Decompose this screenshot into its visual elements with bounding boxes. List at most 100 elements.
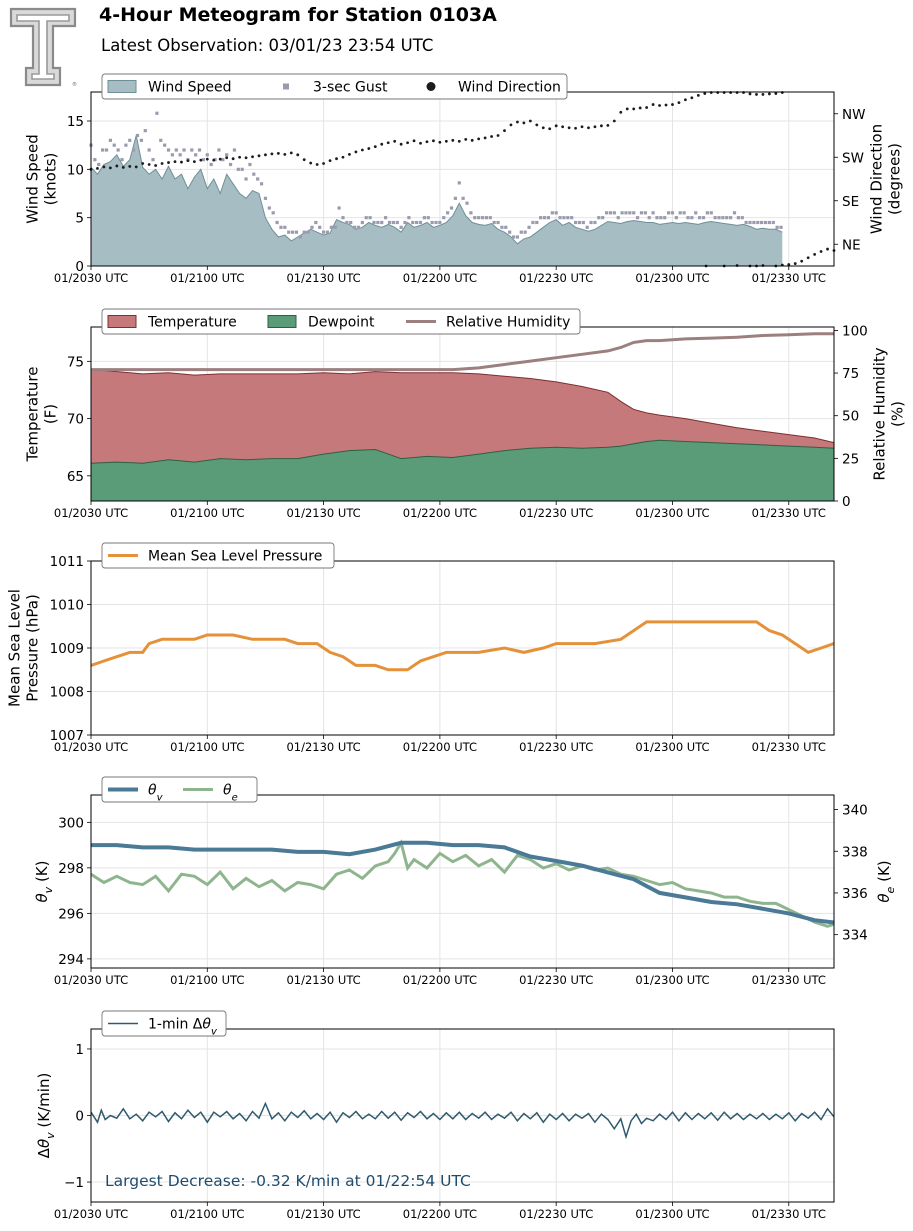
gust-point <box>225 153 229 157</box>
temperature-y2-tick-label: 0 <box>842 494 851 510</box>
direction-point <box>432 139 435 143</box>
gust-point <box>205 153 209 157</box>
direction-point <box>419 141 422 145</box>
direction-point <box>205 157 209 161</box>
gust-point <box>267 206 271 210</box>
gust-point <box>542 216 547 220</box>
direction-point <box>399 142 403 146</box>
wind-y-axis-label: Wind Speed <box>24 134 42 224</box>
wind-y2-axis-label: (degrees) <box>886 143 904 215</box>
gust-point <box>151 158 155 162</box>
gust-point <box>508 230 512 234</box>
gust-point <box>256 177 260 181</box>
dtheta-legend-label: 1-min Δθv <box>148 1017 218 1038</box>
temperature-x-tick-label: 01/2130 UTC <box>286 506 360 520</box>
direction-point <box>774 92 778 95</box>
gust-point <box>709 211 713 215</box>
gust-point <box>682 211 686 215</box>
pressure-x-tick-label: 01/2200 UTC <box>403 740 477 754</box>
gust-point <box>372 220 376 225</box>
gust-point <box>523 230 527 234</box>
gust-point <box>159 138 163 142</box>
dtheta-x-tick-label: 01/2330 UTC <box>752 1207 826 1221</box>
gust-point <box>585 225 589 229</box>
gust-point <box>391 220 395 225</box>
gust-point <box>411 220 415 225</box>
temperature-y2-tick-label: 75 <box>842 366 859 382</box>
gust-point <box>337 206 341 210</box>
temperature-legend-swatch <box>267 315 297 328</box>
gust-point <box>178 153 182 157</box>
gust-point <box>384 216 388 220</box>
gust-point <box>767 220 771 225</box>
gust-point <box>104 148 109 152</box>
direction-point <box>360 148 364 152</box>
direction-point <box>587 126 590 130</box>
direction-point <box>257 154 261 158</box>
theta-x-tick-label: 01/2100 UTC <box>170 973 244 987</box>
direction-point <box>516 120 519 124</box>
gust-point <box>345 220 349 225</box>
direction-point <box>761 93 765 96</box>
direction-point <box>373 145 377 149</box>
direction-point <box>108 166 112 170</box>
direction-point <box>154 164 158 167</box>
theta-x-tick-label: 01/2030 UTC <box>54 973 128 987</box>
gust-point <box>259 182 264 186</box>
direction-point <box>593 125 597 129</box>
pressure-x-tick-label: 01/2130 UTC <box>286 740 360 754</box>
direction-point <box>141 162 145 165</box>
direction-point <box>302 158 306 162</box>
gust-point <box>170 153 175 157</box>
gust-point <box>527 225 531 229</box>
direction-point <box>755 93 758 96</box>
direction-point <box>703 92 707 95</box>
gust-point <box>415 220 419 225</box>
gust-point <box>430 220 434 225</box>
gust-point <box>535 220 539 225</box>
direction-point <box>625 107 629 111</box>
direction-point <box>483 136 487 140</box>
gust-point <box>511 235 516 239</box>
wind-legend-label: Wind Speed <box>148 80 232 96</box>
direction-point <box>444 139 448 143</box>
pressure-y-tick-label: 1011 <box>50 554 84 570</box>
wind-x-tick-label: 01/2300 UTC <box>635 271 709 285</box>
direction-point <box>296 153 300 157</box>
dtheta-x-tick-label: 01/2230 UTC <box>519 1207 593 1221</box>
wind-y-tick-label: 0 <box>75 259 84 275</box>
dtheta-line <box>90 1101 835 1140</box>
temperature-x-tick-label: 01/2030 UTC <box>54 506 128 520</box>
gust-point <box>620 211 624 215</box>
gust-point <box>705 211 709 215</box>
wind-x-tick-label: 01/2130 UTC <box>286 271 360 285</box>
gust-point <box>624 211 628 215</box>
gust-point <box>729 216 733 220</box>
gust-point <box>698 216 702 220</box>
temperature-legend-box <box>101 308 581 335</box>
direction-point <box>96 166 99 170</box>
gust-point <box>632 211 636 215</box>
direction-point <box>645 106 649 109</box>
dtheta-x-tick-label: 01/2200 UTC <box>403 1207 477 1221</box>
direction-point <box>212 158 216 162</box>
direction-point <box>503 129 506 133</box>
gust-point <box>779 225 783 229</box>
direction-point <box>309 161 313 165</box>
theta-y2-tick-label: 340 <box>842 803 868 819</box>
gust-point <box>566 216 570 220</box>
direction-point <box>509 123 513 127</box>
gust-point <box>139 138 143 142</box>
gust-point <box>318 225 322 229</box>
theta-y2-tick-label: 338 <box>842 844 868 860</box>
gust-point <box>480 216 485 220</box>
gust-point <box>155 111 159 115</box>
direction-point <box>793 262 797 265</box>
gust-point <box>376 220 380 225</box>
wind-y2-axis-label: Wind Direction <box>868 124 886 234</box>
direction-point <box>612 119 616 123</box>
direction-point <box>806 256 810 260</box>
gust-point <box>604 211 609 215</box>
direction-point <box>270 152 274 156</box>
temperature-legend-label: Relative Humidity <box>446 315 570 331</box>
